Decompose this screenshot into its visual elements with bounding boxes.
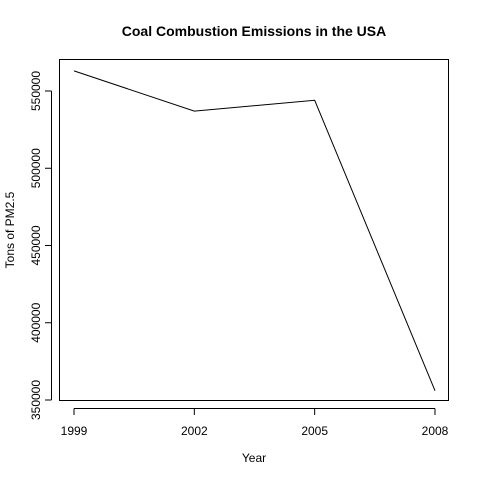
y-tick-label: 450000: [29, 225, 43, 265]
x-tick-label: 2002: [181, 424, 208, 438]
x-tick-label: 2005: [301, 424, 328, 438]
y-tick-label: 350000: [29, 380, 43, 420]
chart-title: Coal Combustion Emissions in the USA: [122, 23, 386, 39]
series-line: [73, 70, 436, 391]
y-axis-label: Tons of PM2.5: [3, 191, 17, 268]
x-axis: 1999 2002 2005 2008: [61, 408, 449, 438]
x-tick-label: 2008: [422, 424, 449, 438]
plot-area-frame: [59, 59, 449, 401]
y-axis: 350000 400000 450000 500000 550000: [29, 71, 52, 420]
x-axis-label: Year: [242, 451, 266, 465]
y-tick-label: 400000: [29, 302, 43, 342]
x-tick-label: 1999: [61, 424, 88, 438]
y-tick-label: 500000: [29, 148, 43, 188]
y-tick-label: 550000: [29, 71, 43, 111]
series-layer: [73, 70, 436, 391]
